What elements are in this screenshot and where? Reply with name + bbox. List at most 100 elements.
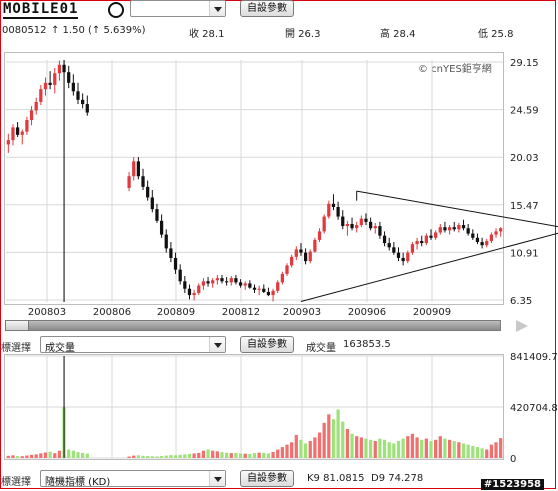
candle-body [271,290,275,296]
candle-body [29,110,34,120]
volume-bar [387,442,391,458]
price-y-tick: 15.47 [510,201,539,212]
volume-bar [341,421,345,458]
volume-bar [331,419,336,458]
price-chart-panel [4,52,504,305]
triangle-lower-line [300,232,558,302]
kd-indicator-select[interactable]: 隨機指標 (KD) [40,470,226,488]
chart-scrollbar[interactable] [5,320,501,331]
volume-bar [201,450,206,458]
price-y-tick: 20.03 [510,153,539,164]
volume-bar [248,453,252,458]
volume-bar [197,452,201,458]
volume-bar [164,455,168,458]
volume-value-label: 成交量 [306,343,336,354]
candle-body [415,240,419,245]
candle-body [201,281,206,286]
price-x-tick: 200809 [157,307,195,318]
candle-body [359,218,363,226]
volume-bar [43,452,48,458]
volume-bar [359,437,363,458]
volume-settings-button[interactable]: 自設參數 [240,336,294,353]
candle-body [62,64,66,73]
candle-body [206,281,210,284]
volume-indicator-label: 標選擇 [1,343,31,354]
candle-body [215,278,219,281]
volume-bar [438,436,442,458]
kd-select-value: 隨機指標 (KD) [45,477,111,488]
volume-bar [136,455,141,458]
scroll-right-arrow-icon[interactable] [516,320,528,332]
volume-bar [406,436,410,458]
volume-bar [187,453,192,458]
copyright-label: © cnYES鉅亨網 [418,64,492,75]
volume-indicator-select[interactable]: 成交量 [40,336,226,354]
volume-bar [494,442,498,458]
volume-bar [373,441,377,458]
volume-bar [313,437,317,458]
volume-bar [25,455,29,458]
chevron-down-icon[interactable] [209,337,225,352]
volume-bar [355,436,359,458]
candle-body [252,287,257,290]
candle-body [303,252,308,262]
candle-body [136,161,141,177]
candle-body [25,119,29,132]
candle-body [43,82,48,90]
volume-bar [229,453,233,458]
candle-body [164,234,168,249]
volume-bar [183,454,187,458]
volume-bar [257,452,261,458]
top-indicator-select[interactable] [130,0,226,17]
stock-code: 0080512 [2,25,47,36]
volume-bar [238,453,243,458]
volume-select-value: 成交量 [45,343,75,354]
volume-bar [420,439,424,458]
close-price: 收 28.1 [189,29,225,40]
price-x-tick: 200803 [28,307,66,318]
candle-body [266,291,271,296]
price-chart-svg: 29.15 24.59 20.03 15.47 10.91 6.35 200803 20080… [6,58,558,318]
candle-body [248,283,252,288]
volume-bar [127,456,131,458]
candle-body [392,247,396,253]
candle-body [452,227,456,230]
candle-body [141,176,145,187]
volume-bar [280,447,284,458]
candle-body [494,231,498,235]
volume-bar [466,444,470,458]
candle-body [294,249,298,257]
candle-body [220,278,224,282]
volume-bar [20,456,24,458]
candle-body [378,226,382,236]
volume-bar [132,455,136,458]
candle-body [183,281,187,289]
price-y-tick: 24.59 [510,106,539,117]
volume-bar [57,450,62,458]
candle-body [85,104,89,113]
volume-bar [485,449,489,458]
high-price: 高 28.4 [380,29,416,40]
scrollbar-thumb[interactable] [6,321,29,330]
candle-body [197,285,201,293]
volume-bar [350,433,354,458]
candle-body [341,216,345,227]
candle-body [6,140,10,145]
volume-bar [457,442,461,458]
volume-bar [368,439,373,458]
candle-body [280,273,284,283]
volume-bar [173,455,178,458]
volume-bar [29,454,34,458]
chevron-down-icon[interactable] [209,471,225,486]
volume-bar [67,449,71,458]
volume-bar [336,409,340,458]
volume-bar [159,456,164,458]
volume-bar [327,414,331,458]
top-settings-button[interactable]: 自設參數 [240,0,294,17]
chevron-down-icon[interactable] [209,1,225,16]
volume-bar [276,449,280,458]
volume-bar [392,443,396,458]
candle-body [373,226,377,229]
kd-settings-button[interactable]: 自設參數 [240,470,294,487]
